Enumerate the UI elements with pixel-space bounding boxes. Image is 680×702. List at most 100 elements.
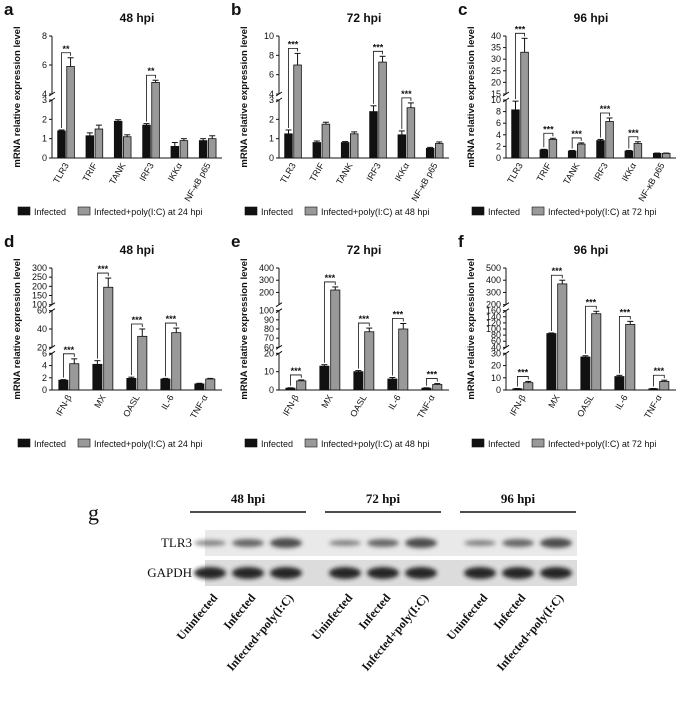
y-tick-label: 90 — [264, 315, 274, 325]
x-tick-label: MX — [319, 393, 334, 410]
x-tick-label: IFN-β — [54, 393, 74, 418]
y-axis-label: mRNA relative expression level — [466, 26, 477, 167]
significance-label: *** — [325, 273, 336, 283]
bar — [322, 124, 330, 158]
legend-label: Infected — [34, 207, 66, 217]
x-tick-label: NF-κB p65 — [636, 161, 666, 203]
y-tick-label: 500 — [486, 263, 501, 273]
x-tick-label: IKKα — [166, 161, 185, 183]
y-axis-label: mRNA relative expression level — [12, 258, 23, 399]
blot-band — [405, 538, 437, 548]
bar — [370, 112, 378, 158]
blot-band — [464, 567, 496, 579]
x-tick-label: MX — [546, 393, 561, 410]
legend-label: Infected — [488, 439, 520, 449]
error-bar — [71, 359, 77, 364]
bar — [67, 66, 75, 158]
y-tick-label: 100 — [259, 306, 274, 316]
significance-label: *** — [427, 370, 438, 380]
bar — [540, 150, 548, 158]
y-tick-label: 0 — [269, 153, 274, 163]
y-tick-label: 30 — [491, 54, 501, 64]
y-tick-label: 2 — [42, 373, 47, 383]
y-tick-label: 0 — [42, 385, 47, 395]
error-bar — [559, 280, 565, 284]
y-tick-label: 25 — [491, 66, 501, 76]
bar — [152, 82, 160, 158]
bar — [398, 135, 406, 158]
bar — [195, 384, 204, 390]
legend-label: Infected+poly(I:C) at 24 hpi — [94, 207, 202, 217]
bar — [592, 314, 601, 390]
y-tick-label: 0 — [42, 153, 47, 163]
significance-label: *** — [654, 366, 665, 376]
y-tick-label: 20 — [491, 361, 501, 371]
bar — [354, 372, 363, 390]
blot-band — [464, 540, 496, 546]
bar — [286, 388, 295, 390]
y-tick-label: 200 — [259, 287, 274, 297]
bar — [558, 284, 567, 390]
error-bar — [96, 125, 102, 129]
blot-band — [502, 567, 534, 579]
significance-label: *** — [373, 42, 384, 52]
x-tick-label: TRIF — [81, 161, 100, 184]
blot-band — [232, 539, 264, 547]
legend-swatch — [245, 207, 257, 215]
error-bar — [626, 150, 632, 151]
bar — [547, 334, 556, 390]
bar — [59, 380, 68, 390]
error-bar — [366, 328, 372, 332]
x-tick-label: NF-κB p65 — [182, 161, 212, 203]
lane-label: Uninfected — [309, 591, 356, 643]
y-tick-label: 15 — [491, 89, 501, 99]
bar — [123, 137, 131, 158]
bar — [597, 141, 605, 158]
x-tick-label: TANK — [561, 161, 581, 186]
error-bar — [94, 361, 100, 365]
bar — [313, 143, 321, 158]
bar — [407, 108, 415, 158]
bar — [549, 139, 557, 158]
bar — [199, 141, 207, 158]
bar — [114, 121, 122, 158]
bar — [350, 134, 358, 158]
bar — [577, 144, 585, 158]
error-bar — [627, 321, 633, 324]
chart-title: 72 hpi — [347, 243, 382, 257]
error-bar — [87, 133, 93, 136]
y-tick-label: 6 — [269, 70, 274, 80]
y-tick-label: 60 — [264, 342, 274, 352]
y-tick-label: 6 — [496, 118, 501, 128]
x-tick-label: TNF-α — [188, 393, 210, 420]
x-tick-label: TANK — [334, 161, 354, 186]
bar — [625, 151, 633, 158]
bar — [422, 388, 431, 390]
panel-label: a — [4, 0, 14, 19]
panel-label: e — [231, 232, 240, 251]
blot-band — [540, 538, 572, 548]
legend-swatch — [532, 207, 544, 215]
blot-band — [329, 540, 361, 546]
error-bar — [380, 56, 386, 62]
error-bar — [285, 130, 291, 134]
bar — [138, 336, 147, 390]
blot-band — [405, 567, 437, 579]
legend-swatch — [305, 207, 317, 215]
legend-swatch — [532, 439, 544, 447]
chart-title: 96 hpi — [574, 11, 609, 25]
error-bar — [139, 329, 145, 336]
significance-label: *** — [98, 264, 109, 274]
error-bar — [400, 324, 406, 330]
y-tick-label: 40 — [37, 324, 47, 334]
error-bar — [569, 150, 575, 151]
group-label: 96 hpi — [501, 491, 536, 506]
y-tick-label: 100 — [32, 300, 47, 310]
chart-title: 96 hpi — [574, 243, 609, 257]
y-tick-label: 4 — [269, 89, 274, 99]
blot-band — [232, 567, 264, 579]
y-tick-label: 20 — [491, 77, 501, 87]
x-tick-label: IRF3 — [137, 161, 155, 183]
bar — [285, 134, 293, 158]
